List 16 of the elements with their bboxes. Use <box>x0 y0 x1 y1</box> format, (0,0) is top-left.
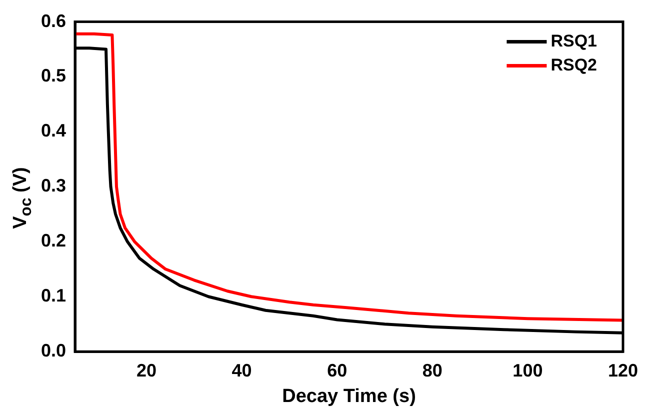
y-tick-label: 0.2 <box>40 230 66 251</box>
y-tick-label: 0.3 <box>40 176 66 196</box>
x-tick-label: 80 <box>422 360 442 380</box>
x-tick-label: 100 <box>512 360 543 380</box>
y-tick-label: 0.1 <box>40 286 66 306</box>
y-tick-label: 0.5 <box>40 66 66 86</box>
y-tick-label: 0.6 <box>40 10 66 31</box>
y-tick-label: 0.0 <box>40 340 66 361</box>
legend-label: RSQ2 <box>550 55 598 74</box>
x-tick-label: 20 <box>136 360 157 380</box>
x-axis-title: Decay Time (s) <box>282 386 416 407</box>
x-tick-label: 60 <box>327 360 348 380</box>
x-tick-label: 40 <box>232 360 252 380</box>
x-tick-label: 120 <box>608 360 638 380</box>
y-tick-label: 0.4 <box>40 120 66 141</box>
legend-label: RSQ1 <box>550 31 598 50</box>
